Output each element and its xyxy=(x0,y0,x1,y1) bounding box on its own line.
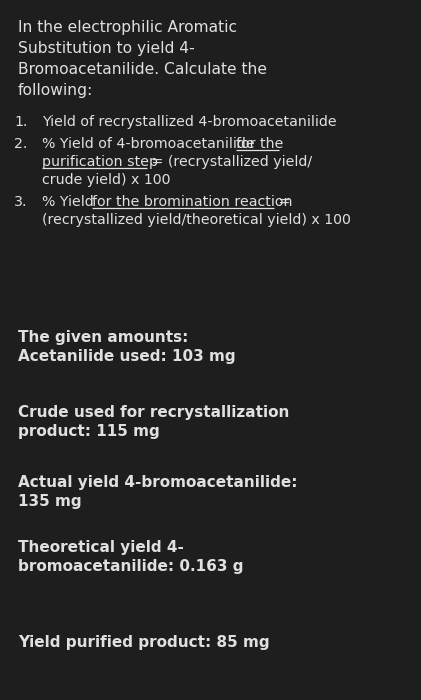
Text: The given amounts:: The given amounts: xyxy=(18,330,188,345)
Text: Yield of recrystallized 4-bromoacetanilide: Yield of recrystallized 4-bromoacetanili… xyxy=(42,115,337,129)
Text: Acetanilide used: 103 mg: Acetanilide used: 103 mg xyxy=(18,349,236,364)
Text: for the bromination reaction: for the bromination reaction xyxy=(92,195,293,209)
Text: = (recrystallized yield/: = (recrystallized yield/ xyxy=(147,155,312,169)
Text: Actual yield 4-bromoacetanilide:: Actual yield 4-bromoacetanilide: xyxy=(18,475,298,490)
Text: Theoretical yield 4-: Theoretical yield 4- xyxy=(18,540,184,555)
Text: crude yield) x 100: crude yield) x 100 xyxy=(42,173,171,187)
Text: 135 mg: 135 mg xyxy=(18,494,82,509)
Text: product: 115 mg: product: 115 mg xyxy=(18,424,160,439)
Text: purification step: purification step xyxy=(42,155,158,169)
Text: Yield purified product: 85 mg: Yield purified product: 85 mg xyxy=(18,635,269,650)
Text: 2.: 2. xyxy=(14,137,27,151)
Text: =: = xyxy=(274,195,290,209)
Text: Crude used for recrystallization: Crude used for recrystallization xyxy=(18,405,289,420)
Text: 3.: 3. xyxy=(14,195,27,209)
Text: (recrystallized yield/theoretical yield) x 100: (recrystallized yield/theoretical yield)… xyxy=(42,213,351,227)
Text: In the electrophilic Aromatic: In the electrophilic Aromatic xyxy=(18,20,237,35)
Text: Substitution to yield 4-: Substitution to yield 4- xyxy=(18,41,195,56)
Text: Bromoacetanilide. Calculate the: Bromoacetanilide. Calculate the xyxy=(18,62,267,77)
Text: bromoacetanilide: 0.163 g: bromoacetanilide: 0.163 g xyxy=(18,559,243,574)
Text: % Yield: % Yield xyxy=(42,195,98,209)
Text: % Yield of 4-bromoacetanilide: % Yield of 4-bromoacetanilide xyxy=(42,137,259,151)
Text: 1.: 1. xyxy=(14,115,27,129)
Text: following:: following: xyxy=(18,83,93,98)
Text: for the: for the xyxy=(236,137,283,151)
